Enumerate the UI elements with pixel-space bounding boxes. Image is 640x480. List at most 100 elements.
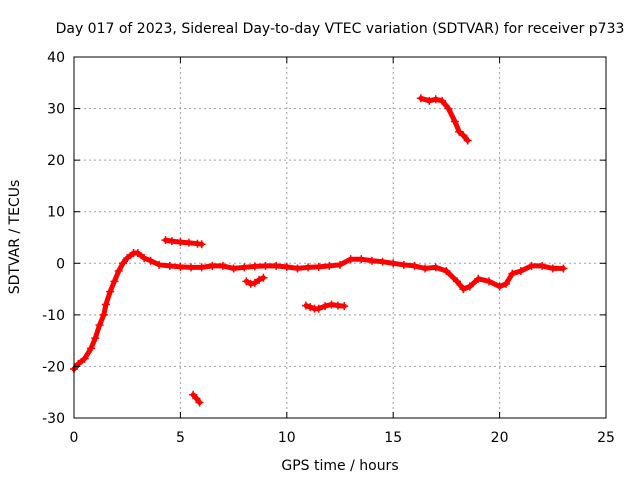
data-point	[146, 256, 155, 265]
data-point	[357, 255, 366, 264]
data-point	[459, 131, 468, 140]
data-point	[255, 275, 264, 284]
data-point	[399, 260, 408, 269]
data-point	[140, 254, 149, 263]
data-point	[161, 236, 170, 245]
series-segment-near-five	[161, 236, 206, 249]
data-point	[425, 96, 434, 105]
data-point	[114, 267, 123, 276]
y-tick-label: 20	[47, 153, 65, 169]
data-point	[187, 263, 196, 272]
data-point	[95, 321, 104, 330]
data-point	[195, 398, 204, 407]
data-point	[516, 267, 525, 276]
data-point	[218, 261, 227, 270]
data-point	[80, 354, 89, 363]
data-point	[91, 334, 100, 343]
data-point	[192, 394, 201, 403]
data-point	[259, 273, 268, 282]
y-tick-label: 40	[47, 50, 65, 66]
data-point	[250, 262, 259, 271]
data-point	[176, 238, 185, 247]
data-point	[389, 259, 398, 268]
data-point	[416, 94, 425, 103]
data-point	[484, 277, 493, 286]
series-trace	[418, 95, 471, 143]
data-point	[176, 262, 185, 271]
x-tick-label: 15	[384, 430, 402, 446]
data-point	[336, 260, 344, 269]
data-point	[118, 259, 127, 268]
data-point	[459, 285, 468, 294]
data-point	[367, 256, 376, 265]
series-trace	[71, 250, 566, 372]
chart-title: Day 017 of 2023, Sidereal Day-to-day VTE…	[56, 21, 625, 37]
y-tick-label: 0	[56, 256, 65, 272]
data-point	[465, 282, 474, 291]
x-tick-label: 10	[278, 430, 296, 446]
grid-lines	[74, 57, 606, 418]
data-point	[314, 262, 323, 271]
data-point	[306, 303, 315, 312]
y-axis-label: SDTVAR / TECUs	[7, 180, 23, 295]
y-tick-label: 10	[47, 205, 65, 221]
data-point	[538, 261, 547, 270]
data-point	[133, 248, 142, 257]
data-point	[495, 282, 504, 291]
data-point	[340, 302, 349, 311]
data-point	[453, 277, 462, 286]
data-points	[70, 94, 568, 407]
data-point	[87, 344, 96, 353]
x-tick-label: 5	[176, 430, 185, 446]
data-point	[155, 260, 164, 269]
data-point	[474, 274, 483, 283]
data-point	[229, 264, 238, 273]
data-point	[184, 238, 193, 247]
data-point	[123, 254, 132, 263]
data-point	[282, 262, 291, 271]
data-point	[261, 261, 270, 270]
data-point	[167, 237, 176, 246]
data-point	[325, 261, 334, 270]
data-point	[99, 310, 108, 319]
data-point	[327, 300, 336, 309]
series-segment-minus-eight	[301, 300, 349, 313]
data-point	[165, 261, 174, 270]
data-point	[463, 136, 472, 145]
y-tick-label: -30	[42, 411, 65, 427]
data-point	[321, 302, 330, 311]
data-point	[444, 104, 453, 113]
data-point	[346, 255, 355, 264]
axis-ticks: 0 5 10 15 20 25 -30 -20 -10 0 10 20 30 40	[42, 50, 615, 446]
data-point	[455, 127, 464, 136]
data-point	[240, 263, 249, 272]
data-point	[450, 117, 459, 126]
series-segment-minus-twentysix	[189, 390, 204, 407]
data-point	[110, 277, 119, 286]
series-segment-near-eight-hours	[242, 273, 268, 288]
x-tick-label: 20	[491, 430, 509, 446]
y-tick-label: -10	[42, 308, 65, 324]
data-point	[410, 261, 419, 270]
data-point	[438, 96, 447, 105]
data-point	[301, 301, 310, 310]
x-axis-label: GPS time / hours	[281, 458, 398, 474]
data-point	[314, 304, 323, 313]
data-point	[197, 240, 206, 249]
series-segment-upper-right	[416, 94, 472, 145]
data-point	[246, 279, 255, 288]
data-point	[208, 261, 217, 270]
data-point	[101, 300, 110, 309]
data-point	[378, 257, 387, 266]
data-point	[548, 264, 557, 273]
x-tick-label: 25	[597, 430, 615, 446]
data-point	[431, 95, 440, 104]
y-tick-label: 30	[47, 102, 65, 118]
data-point	[197, 263, 206, 272]
data-point	[106, 287, 115, 296]
data-point	[559, 264, 568, 273]
data-point	[527, 261, 536, 270]
data-point	[431, 263, 440, 272]
plot-frame	[73, 56, 607, 419]
